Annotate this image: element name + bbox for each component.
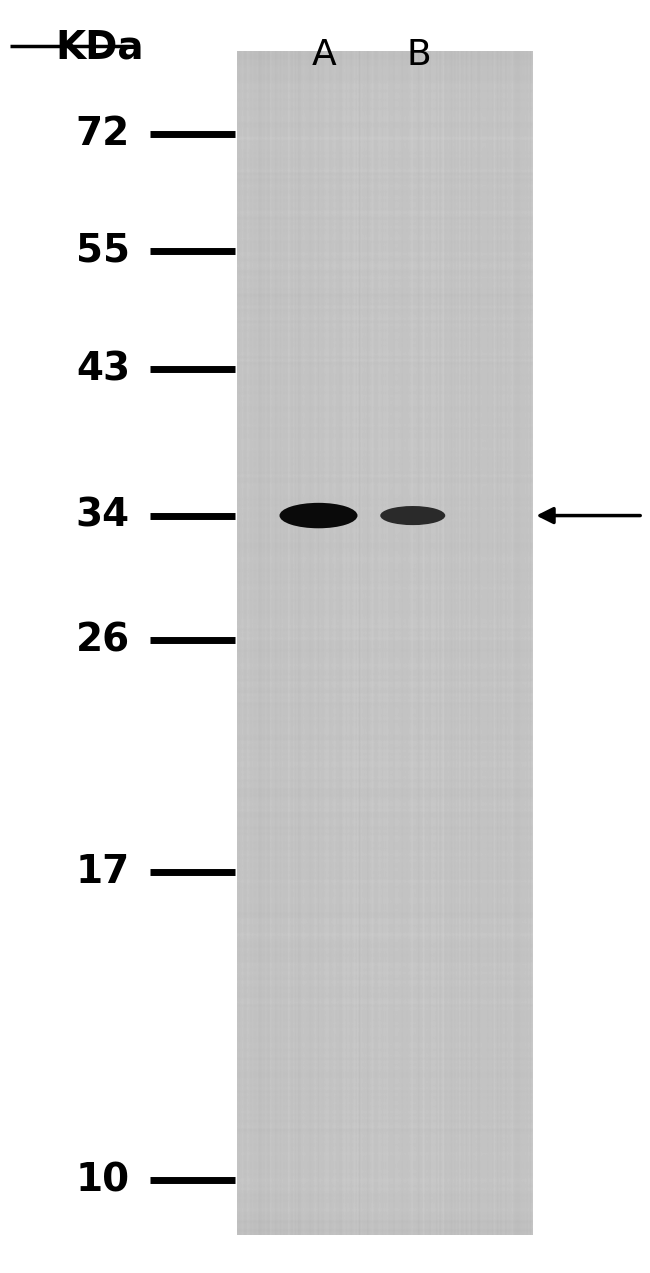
Text: 17: 17 [76,853,130,891]
Text: KDa: KDa [55,28,144,66]
Text: 10: 10 [76,1161,130,1199]
Text: 43: 43 [76,350,130,388]
Text: 55: 55 [76,232,130,270]
Ellipse shape [280,503,358,528]
Text: 34: 34 [76,496,130,535]
Text: 72: 72 [76,115,130,153]
Ellipse shape [380,507,445,526]
Text: 26: 26 [76,621,130,659]
Text: A: A [311,38,336,73]
Text: B: B [407,38,432,73]
